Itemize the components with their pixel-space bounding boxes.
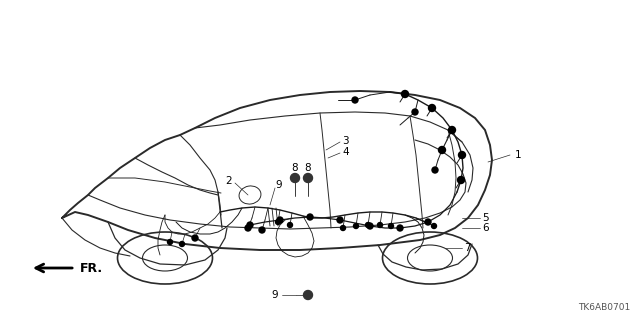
Text: 3: 3 (342, 136, 349, 146)
Circle shape (412, 109, 418, 115)
Circle shape (277, 217, 283, 223)
Text: 6: 6 (482, 223, 488, 233)
Circle shape (401, 91, 408, 98)
Text: 2: 2 (225, 176, 232, 186)
Circle shape (287, 222, 292, 228)
Circle shape (247, 222, 253, 228)
Text: 8: 8 (292, 163, 298, 173)
Circle shape (337, 217, 343, 223)
Text: FR.: FR. (80, 261, 103, 275)
Circle shape (425, 219, 431, 225)
Circle shape (352, 97, 358, 103)
Circle shape (438, 147, 445, 154)
Circle shape (431, 223, 436, 228)
Circle shape (429, 105, 435, 111)
Circle shape (259, 227, 265, 233)
Circle shape (192, 235, 198, 241)
Text: 9: 9 (271, 290, 278, 300)
Circle shape (291, 173, 300, 182)
Text: 5: 5 (482, 213, 488, 223)
Circle shape (245, 225, 251, 231)
Text: 7: 7 (464, 243, 470, 253)
Circle shape (388, 223, 394, 228)
Circle shape (340, 226, 346, 230)
Text: 8: 8 (305, 163, 311, 173)
Text: 4: 4 (342, 147, 349, 157)
Circle shape (365, 222, 371, 228)
Circle shape (307, 214, 313, 220)
Circle shape (432, 167, 438, 173)
Circle shape (303, 173, 312, 182)
Text: 1: 1 (515, 150, 522, 160)
Circle shape (179, 242, 184, 246)
Circle shape (275, 220, 280, 225)
Text: 9: 9 (275, 180, 282, 190)
Circle shape (353, 223, 358, 228)
Circle shape (367, 223, 373, 229)
Circle shape (458, 177, 465, 183)
Circle shape (378, 222, 383, 228)
Circle shape (397, 225, 403, 231)
Circle shape (303, 291, 312, 300)
Circle shape (458, 151, 465, 158)
Text: TK6AB0701: TK6AB0701 (578, 303, 630, 312)
Circle shape (168, 239, 173, 244)
Circle shape (449, 126, 456, 133)
